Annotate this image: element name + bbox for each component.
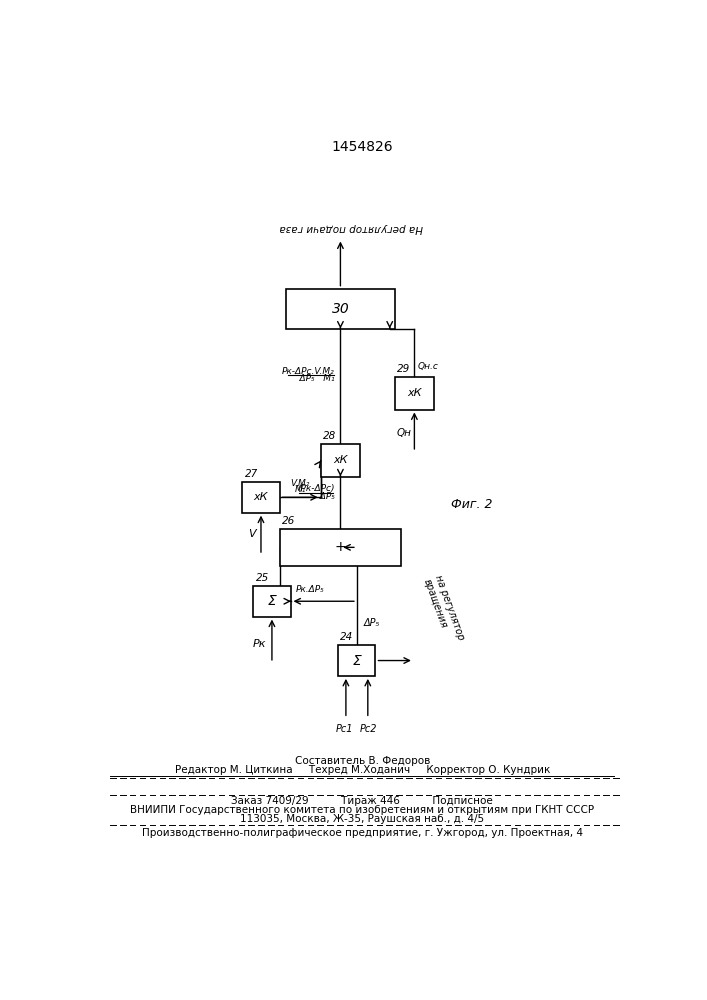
Text: на регулятор
вращения: на регулятор вращения bbox=[422, 573, 466, 645]
Text: 25: 25 bbox=[255, 573, 269, 583]
Text: V.M₂: V.M₂ bbox=[291, 479, 310, 488]
Text: 29: 29 bbox=[397, 364, 410, 374]
Bar bbox=[395, 377, 434, 410]
Text: M₁: M₁ bbox=[294, 485, 306, 494]
Text: Фиг. 2: Фиг. 2 bbox=[451, 498, 493, 512]
Text: ВНИИПИ Государственного комитета по изобретениям и открытиям при ГКНТ СССР: ВНИИПИ Государственного комитета по изоб… bbox=[130, 805, 595, 815]
Text: 113035, Москва, Ж-35, Раушская наб., д. 4/5: 113035, Москва, Ж-35, Раушская наб., д. … bbox=[240, 814, 484, 824]
Bar bbox=[253, 586, 291, 617]
Text: Qн.с: Qн.с bbox=[417, 362, 438, 371]
Text: Рк-ΔРс.V.M₂: Рк-ΔРс.V.M₂ bbox=[282, 367, 335, 376]
Text: V: V bbox=[248, 529, 255, 539]
Text: +: + bbox=[334, 540, 346, 554]
Text: Рс2: Рс2 bbox=[360, 724, 378, 734]
Text: хК: хК bbox=[407, 388, 421, 398]
Text: Σ: Σ bbox=[353, 654, 361, 668]
Text: Заказ 7409/29          Тираж 446          Подписное: Заказ 7409/29 Тираж 446 Подписное bbox=[231, 796, 493, 806]
Text: ΔР₅: ΔР₅ bbox=[363, 618, 380, 628]
Text: Σ: Σ bbox=[267, 594, 276, 608]
Text: Производственно-полиграфическое предприятие, г. Ужгород, ул. Проектная, 4: Производственно-полиграфическое предприя… bbox=[142, 828, 583, 838]
Text: Рк: Рк bbox=[253, 639, 267, 649]
Text: ΔР₅   M₁: ΔР₅ M₁ bbox=[288, 374, 335, 383]
Bar bbox=[243, 482, 279, 513]
Text: Составитель В. Федоров: Составитель В. Федоров bbox=[295, 756, 430, 766]
Text: 27: 27 bbox=[245, 469, 258, 479]
Text: 1454826: 1454826 bbox=[332, 140, 393, 154]
Text: Qн: Qн bbox=[397, 428, 411, 438]
Bar bbox=[280, 529, 401, 566]
Bar bbox=[338, 645, 375, 676]
Bar bbox=[321, 444, 360, 477]
Text: Рк.ΔР₅: Рк.ΔР₅ bbox=[296, 585, 325, 594]
Text: На регулятор подачи газа: На регулятор подачи газа bbox=[279, 223, 423, 233]
Text: Рс1: Рс1 bbox=[336, 724, 354, 734]
Text: (Рк-ΔРс): (Рк-ΔРс) bbox=[298, 484, 335, 493]
Text: 28: 28 bbox=[323, 431, 336, 441]
Text: Редактор М. Циткина     Техред М.Ходанич     Корректор О. Кундрик: Редактор М. Циткина Техред М.Ходанич Кор… bbox=[175, 765, 550, 775]
Text: 30: 30 bbox=[332, 302, 349, 316]
Bar bbox=[286, 289, 395, 329]
Text: хК: хК bbox=[333, 455, 348, 465]
Text: ΔР₅: ΔР₅ bbox=[314, 492, 335, 501]
Text: 24: 24 bbox=[341, 632, 354, 642]
Text: 26: 26 bbox=[282, 516, 296, 526]
Text: хК: хК bbox=[254, 492, 268, 502]
